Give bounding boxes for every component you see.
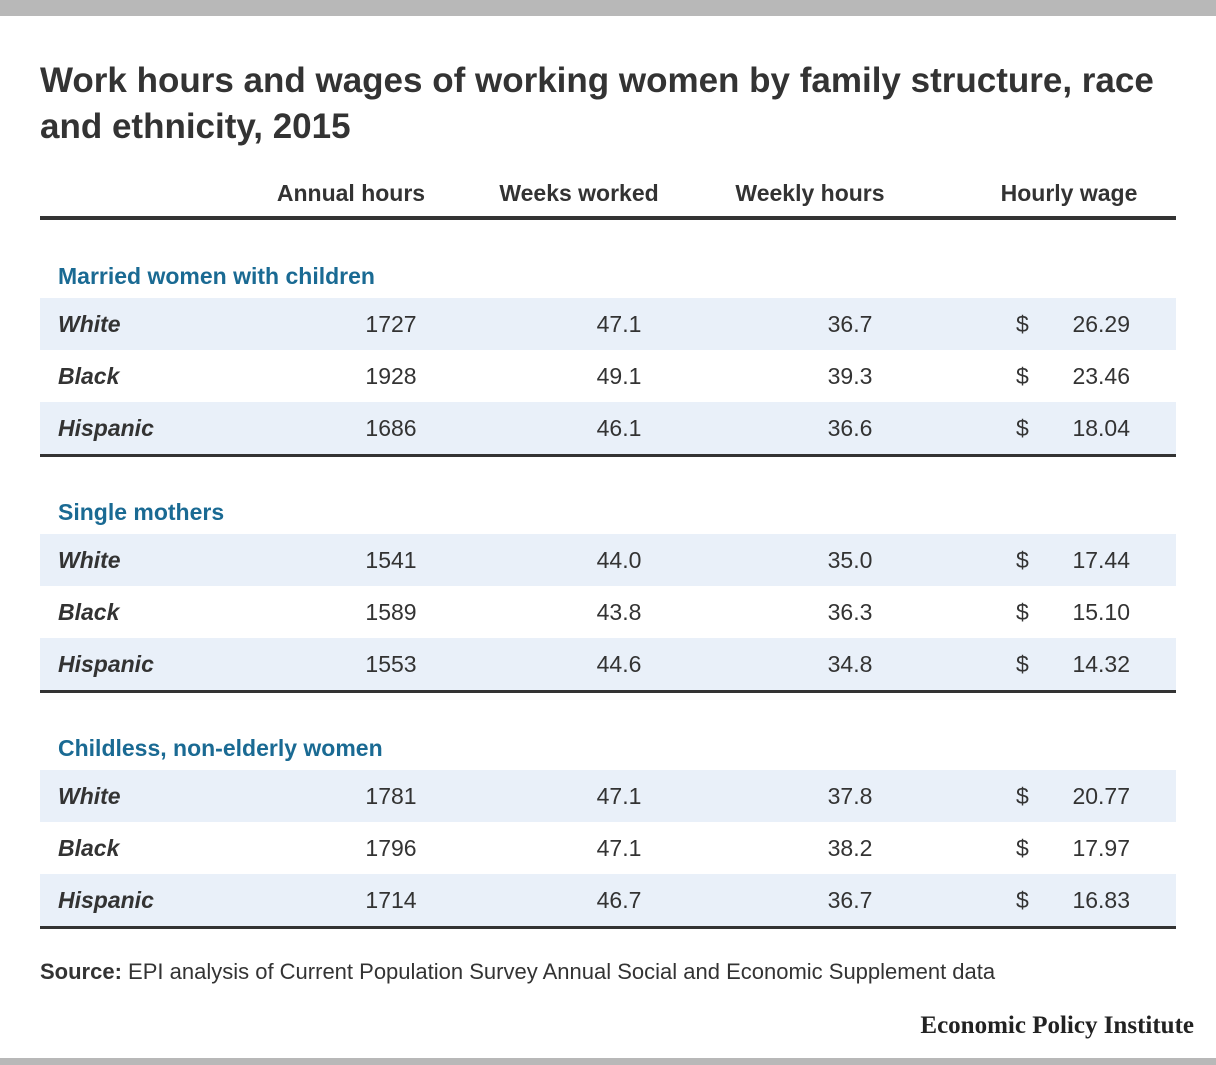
currency-symbol: $ <box>1016 887 1029 913</box>
row-label: Black <box>58 599 120 625</box>
top-frame-bar <box>0 0 1216 16</box>
weeks-worked-value: 47.1 <box>596 783 642 809</box>
currency-symbol: $ <box>1016 599 1029 625</box>
table-row: Black 1589 43.8 36.3 $ 15.10 <box>40 586 1176 638</box>
weekly-hours-value: 36.7 <box>827 887 873 913</box>
row-label: Hispanic <box>58 415 154 441</box>
annual-hours-value: 1686 <box>365 415 417 441</box>
annual-hours-value: 1553 <box>365 651 417 677</box>
source-note: Source: EPI analysis of Current Populati… <box>40 956 995 988</box>
row-label: Hispanic <box>58 887 154 913</box>
column-header-annual-hours: Annual hours <box>276 180 426 206</box>
weekly-hours-value: 37.8 <box>827 783 873 809</box>
epi-logo: Economic Policy Institute <box>920 1012 1194 1039</box>
hourly-wage-value: 17.44 <box>1072 547 1130 573</box>
column-header-hourly-wage: Hourly wage <box>1000 180 1138 206</box>
weeks-worked-value: 44.6 <box>596 651 642 677</box>
weekly-hours-value: 36.7 <box>827 311 873 337</box>
annual-hours-value: 1781 <box>365 783 417 809</box>
row-label: Hispanic <box>58 651 154 677</box>
currency-symbol: $ <box>1016 363 1029 389</box>
annual-hours-value: 1796 <box>365 835 417 861</box>
table-row: Hispanic 1553 44.6 34.8 $ 14.32 <box>40 638 1176 690</box>
weeks-worked-value: 47.1 <box>596 311 642 337</box>
hourly-wage-value: 26.29 <box>1072 311 1130 337</box>
table-row: Black 1928 49.1 39.3 $ 23.46 <box>40 350 1176 402</box>
annual-hours-value: 1727 <box>365 311 417 337</box>
group-title-married-women: Married women with children <box>58 263 375 289</box>
weekly-hours-value: 34.8 <box>827 651 873 677</box>
hourly-wage-value: 23.46 <box>1072 363 1130 389</box>
table-row: White 1541 44.0 35.0 $ 17.44 <box>40 534 1176 586</box>
currency-symbol: $ <box>1016 835 1029 861</box>
table-row: White 1781 47.1 37.8 $ 20.77 <box>40 770 1176 822</box>
annual-hours-value: 1589 <box>365 599 417 625</box>
group-divider <box>40 926 1176 929</box>
hourly-wage-value: 18.04 <box>1072 415 1130 441</box>
header-rule <box>40 216 1176 220</box>
currency-symbol: $ <box>1016 651 1029 677</box>
currency-symbol: $ <box>1016 783 1029 809</box>
bottom-frame-bar <box>0 1058 1216 1065</box>
weeks-worked-value: 43.8 <box>596 599 642 625</box>
column-header-weeks-worked: Weeks worked <box>499 180 659 206</box>
annual-hours-value: 1928 <box>365 363 417 389</box>
group-title-childless-women: Childless, non-elderly women <box>58 735 383 761</box>
group-divider <box>40 690 1176 693</box>
weeks-worked-value: 46.7 <box>596 887 642 913</box>
weeks-worked-value: 47.1 <box>596 835 642 861</box>
currency-symbol: $ <box>1016 415 1029 441</box>
weekly-hours-value: 36.3 <box>827 599 873 625</box>
table-row: Hispanic 1714 46.7 36.7 $ 16.83 <box>40 874 1176 926</box>
currency-symbol: $ <box>1016 547 1029 573</box>
table-row: Hispanic 1686 46.1 36.6 $ 18.04 <box>40 402 1176 454</box>
hourly-wage-value: 15.10 <box>1072 599 1130 625</box>
currency-symbol: $ <box>1016 311 1029 337</box>
table-row: White 1727 47.1 36.7 $ 26.29 <box>40 298 1176 350</box>
weekly-hours-value: 38.2 <box>827 835 873 861</box>
weeks-worked-value: 46.1 <box>596 415 642 441</box>
source-text: EPI analysis of Current Population Surve… <box>128 959 996 984</box>
row-label: White <box>58 311 121 337</box>
row-label: White <box>58 783 121 809</box>
group-divider <box>40 454 1176 457</box>
source-label: Source: <box>40 959 122 984</box>
row-label: Black <box>58 363 120 389</box>
table-row: Black 1796 47.1 38.2 $ 17.97 <box>40 822 1176 874</box>
group-title-single-mothers: Single mothers <box>58 499 225 525</box>
hourly-wage-value: 14.32 <box>1072 651 1130 677</box>
page-title: Work hours and wages of working women by… <box>40 61 1154 146</box>
annual-hours-value: 1714 <box>365 887 417 913</box>
row-label: Black <box>58 835 120 861</box>
weeks-worked-value: 49.1 <box>596 363 642 389</box>
weekly-hours-value: 39.3 <box>827 363 873 389</box>
row-label: White <box>58 547 121 573</box>
weeks-worked-value: 44.0 <box>596 547 642 573</box>
weekly-hours-value: 36.6 <box>827 415 873 441</box>
annual-hours-value: 1541 <box>365 547 417 573</box>
hourly-wage-value: 16.83 <box>1072 887 1130 913</box>
hourly-wage-value: 17.97 <box>1072 835 1130 861</box>
hourly-wage-value: 20.77 <box>1072 783 1130 809</box>
weekly-hours-value: 35.0 <box>827 547 873 573</box>
column-header-weekly-hours: Weekly hours <box>735 180 885 206</box>
